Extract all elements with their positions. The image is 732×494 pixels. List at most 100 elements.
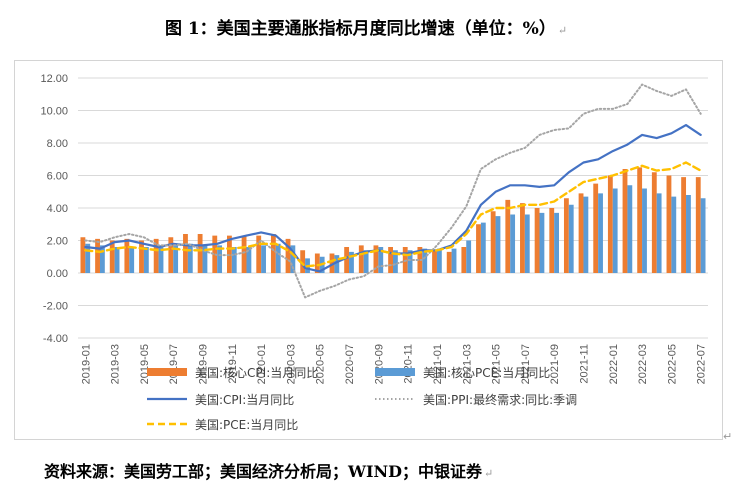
x-tick-label: 2020-03 [285,344,297,384]
legend-label: 美国:核心CPI:当月同比 [195,366,318,380]
x-tick-label: 2021-07 [520,344,532,384]
bar [183,234,188,273]
bar [329,253,335,273]
bar [246,247,252,273]
bar [143,247,149,273]
bar [139,240,144,273]
x-tick-label: 2020-01 [256,344,268,384]
bar [349,251,354,273]
bar [275,243,281,273]
bar [568,204,574,273]
bar [85,243,91,273]
bar [407,250,413,273]
bar [686,195,691,273]
bar [363,250,369,273]
bar [622,169,628,273]
y-tick-label: -2.00 [43,301,68,313]
x-tick-label: 2021-11 [578,344,590,384]
x-tick-label: 2020-07 [344,344,356,384]
bar [109,240,115,273]
bar [217,245,223,273]
bar [583,196,589,273]
chart-frame [14,60,723,440]
bar [524,214,530,273]
bar [334,255,340,273]
source-text: 资料来源：美国劳工部；美国经济分析局；WIND；中银证券 [44,462,482,481]
bar [671,196,677,273]
bar [549,208,555,273]
y-axis: -4.00 -2.00 0.00 2.00 4.00 6.00 8.00 10.00 12.00 [40,73,68,345]
y-tick-label: -4.00 [43,333,68,345]
bar [446,251,452,273]
bar [202,245,208,273]
bar [124,238,130,273]
bar [422,248,428,273]
bar [539,212,545,273]
x-tick-label: 2021-09 [549,344,561,384]
x-axis: 2019-01 2019-03 2019-05 2019-07 2019-09 2019-… [80,344,707,384]
x-tick-label: 2022-03 [637,344,649,384]
x-tick-label: 2022-07 [696,344,708,384]
bar [388,247,393,273]
x-tick-label: 2020-09 [373,344,385,384]
bar [451,248,457,273]
bar [358,245,364,273]
bar [461,247,467,273]
figure-title: 图 1：美国主要通胀指标月度同比增速（单位：%） ↵ [0,14,732,39]
bar [270,234,276,273]
bar [432,250,437,273]
x-tick-label: 2019-07 [168,344,180,384]
legend-label: 美国:PCE:当月同比 [195,418,298,432]
bar [231,247,237,273]
bar [95,238,100,273]
paragraph-mark-icon: ↵ [483,467,494,480]
bar [114,247,120,273]
legend-label: 美国:CPI:当月同比 [195,393,294,407]
bar [290,245,296,273]
legend-label: 美国:PPI:最终需求:同比:季调 [423,392,577,407]
x-tick-label: 2019-09 [198,344,210,384]
bar [598,193,603,273]
bar [510,214,516,273]
bar [681,177,687,273]
x-tick-label: 2022-05 [666,344,678,384]
bar-layer [80,167,706,273]
x-tick-label: 2020-05 [315,344,327,384]
x-tick-label: 2020-11 [403,344,415,384]
bar [285,238,291,273]
bar [480,222,486,273]
legend-swatch [147,368,187,376]
bar [314,253,320,273]
bar [373,245,379,273]
y-tick-label: 12.00 [40,73,68,85]
bar [637,167,643,273]
bar [261,245,266,273]
bar [197,234,203,273]
bar [99,245,105,273]
bar [378,247,384,273]
bar [490,211,496,273]
bar [563,198,569,273]
series-line-ppi [84,83,702,299]
line-layer [84,83,702,299]
bar [173,245,179,273]
bar [187,243,193,273]
grid-layer [78,77,708,339]
y-tick-label: 6.00 [47,171,68,183]
bar [168,237,174,273]
bar [607,175,613,273]
bar [129,247,135,273]
source-note: 资料来源：美国劳工部；美国经济分析局；WIND；中银证券 ↵ [44,458,493,482]
bar [344,247,350,273]
x-tick-label: 2022-01 [608,344,620,384]
series-line-pce [84,161,702,268]
legend-label: 美国:核心PCE:当月同比 [423,366,550,380]
bar [158,245,164,273]
x-tick-label: 2019-03 [110,344,122,384]
paragraph-mark-icon: ↵ [557,24,568,37]
bar [436,248,442,273]
y-tick-label: 8.00 [47,138,68,150]
y-tick-label: 4.00 [47,203,68,215]
bar [80,237,86,273]
